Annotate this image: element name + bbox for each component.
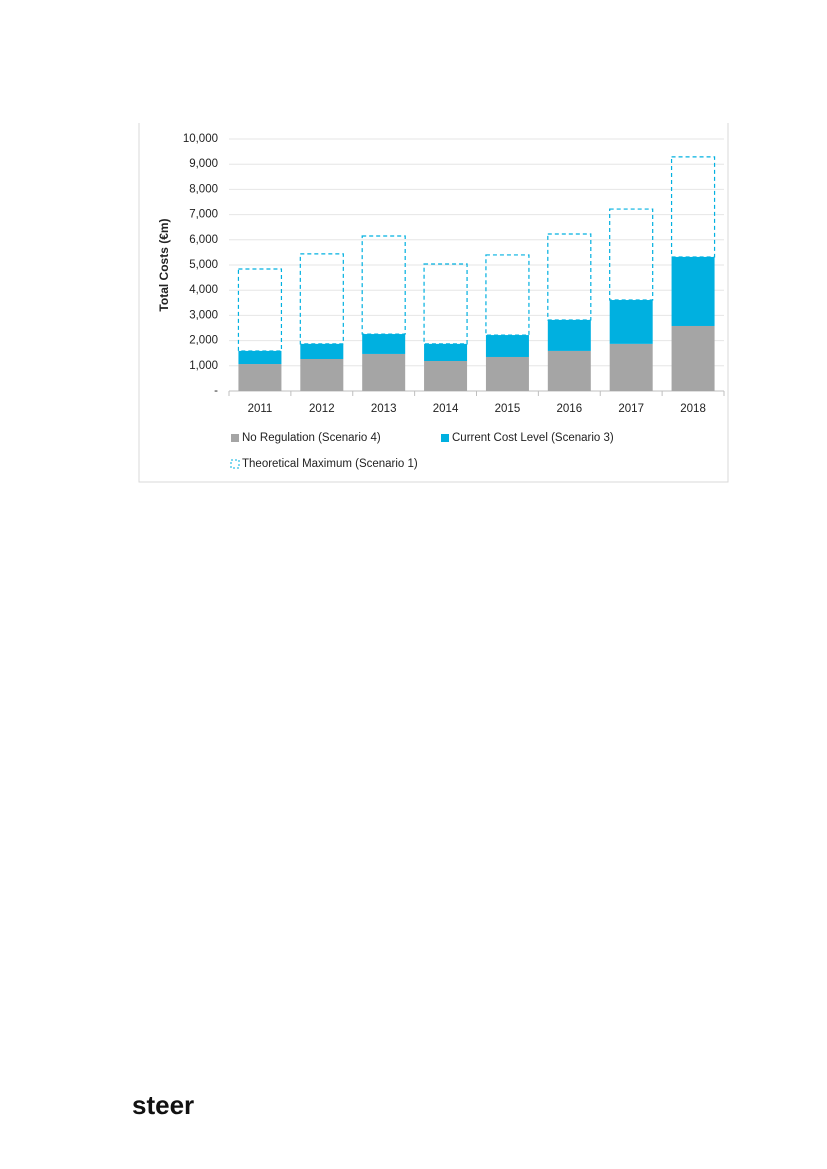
- bar-segment: [609, 208, 654, 301]
- footer-logo: steer: [132, 1090, 194, 1120]
- y-tick-label: 6,000: [189, 234, 218, 246]
- x-tick-label: 2014: [433, 403, 459, 415]
- bar-segment: [609, 343, 653, 391]
- bar-segment: [424, 343, 468, 362]
- bar-segment: [485, 356, 529, 391]
- y-tick-label: 4,000: [189, 284, 218, 296]
- x-tick-label: 2018: [680, 403, 706, 415]
- y-tick-label: 10,000: [183, 133, 218, 145]
- bar-segment: [609, 300, 653, 344]
- y-tick-label: 5,000: [189, 259, 218, 271]
- bar-segment: [670, 156, 716, 258]
- y-tick-label: 2,000: [189, 335, 218, 347]
- chart-frame: [138, 123, 729, 483]
- legend-label: Current Cost Level (Scenario 3): [452, 432, 614, 444]
- bar-segment: [237, 268, 283, 352]
- y-tick-label: 8,000: [189, 183, 218, 195]
- x-tick-label: 2016: [557, 403, 583, 415]
- bar-segment: [300, 343, 344, 359]
- legend-swatch: [230, 459, 240, 469]
- bar-segment: [362, 334, 406, 354]
- bar-segment: [547, 350, 591, 391]
- legend-label: Theoretical Maximum (Scenario 1): [242, 458, 418, 470]
- bar-segment: [299, 253, 344, 345]
- bar-segment: [361, 235, 406, 335]
- bar-segment: [671, 256, 715, 326]
- bar-segment: [423, 263, 468, 345]
- bar-segment: [424, 361, 468, 391]
- bar-segment: [238, 350, 282, 365]
- legend-swatch: [441, 434, 449, 442]
- y-tick-label: 1,000: [189, 360, 218, 372]
- x-tick-label: 2015: [495, 403, 521, 415]
- x-tick-label: 2012: [309, 403, 335, 415]
- y-tick-label: -: [214, 385, 218, 397]
- y-axis-label: Total Costs (€m): [157, 218, 171, 311]
- bar-segment: [300, 358, 344, 391]
- bar-segment: [547, 233, 592, 321]
- x-tick-label: 2013: [371, 403, 397, 415]
- bar-segment: [362, 353, 406, 391]
- bar-segment: [547, 319, 591, 351]
- bar-segment: [485, 335, 529, 357]
- x-tick-label: 2017: [618, 403, 644, 415]
- y-tick-label: 9,000: [189, 158, 218, 170]
- bar-segment: [238, 364, 282, 391]
- legend-label: No Regulation (Scenario 4): [242, 432, 381, 444]
- y-tick-label: 7,000: [189, 209, 218, 221]
- bar-segment: [671, 325, 715, 391]
- y-tick-label: 3,000: [189, 309, 218, 321]
- bar-segment: [485, 254, 530, 336]
- legend-swatch: [231, 434, 239, 442]
- x-tick-label: 2011: [248, 403, 273, 415]
